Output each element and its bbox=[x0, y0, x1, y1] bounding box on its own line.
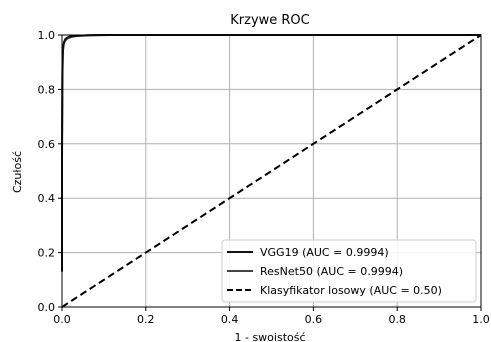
y-tick-label: 0.2 bbox=[38, 247, 56, 260]
legend-label-1: ResNet50 (AUC = 0.9994) bbox=[260, 265, 403, 278]
x-tick-label: 0.8 bbox=[388, 313, 406, 326]
axis-ticks: 0.0 0.2 0.4 0.6 0.8 1.0 0.0 0.2 0.4 0.6 0.8 1.0 bbox=[38, 29, 490, 326]
y-tick-label: 1.0 bbox=[38, 29, 56, 42]
x-tick-label: 0.0 bbox=[53, 313, 71, 326]
x-tick-label: 0.4 bbox=[221, 313, 239, 326]
x-tick-label: 1.0 bbox=[472, 313, 490, 326]
chart-title: Krzywe ROC bbox=[230, 13, 310, 28]
legend-label-2: Klasyfikator losowy (AUC = 0.50) bbox=[260, 284, 442, 297]
y-tick-label: 0.6 bbox=[38, 138, 56, 151]
series-line-2 bbox=[61, 34, 482, 308]
legend-label-0: VGG19 (AUC = 0.9994) bbox=[260, 246, 389, 259]
y-tick-label: 0.8 bbox=[38, 83, 56, 96]
legend: VGG19 (AUC = 0.9994) ResNet50 (AUC = 0.99… bbox=[221, 239, 477, 303]
y-tick-label: 0.4 bbox=[38, 192, 56, 205]
legend-box bbox=[221, 239, 477, 303]
series-line-0 bbox=[61, 34, 481, 272]
x-tick-label: 0.2 bbox=[137, 313, 155, 326]
series-line-1 bbox=[61, 34, 481, 267]
y-tick-label: 0.0 bbox=[38, 301, 56, 314]
y-axis-label: Czułość bbox=[11, 151, 24, 193]
x-tick-label: 0.6 bbox=[305, 313, 323, 326]
x-axis-label: 1 - swoistość bbox=[234, 331, 305, 342]
plot-frame bbox=[61, 34, 482, 308]
